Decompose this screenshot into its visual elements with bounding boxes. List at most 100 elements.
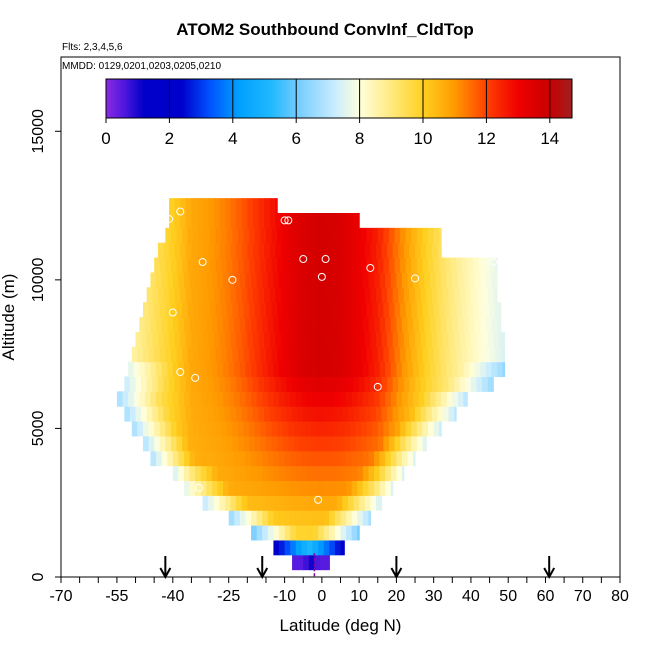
heatmap-cell [264, 242, 271, 259]
heatmap-cell [360, 435, 368, 452]
heatmap-cell [306, 361, 314, 378]
heatmap-cell [213, 198, 220, 214]
heatmap-cell [450, 257, 457, 274]
heatmap-cell [135, 376, 142, 392]
heatmap-cell [329, 539, 336, 556]
heatmap-cell [249, 257, 256, 274]
axes: -70 -55 -40 -25 -10 0 10 20 30 40 50 60 70 8005000100… [0, 56, 629, 635]
heatmap-cell [139, 391, 146, 407]
heatmap-cell [180, 213, 187, 229]
heatmap-cell [441, 317, 448, 333]
heatmap-cell [351, 480, 358, 496]
heatmap-cell [305, 421, 312, 437]
heatmap-cell [454, 376, 461, 392]
heatmap-cell [409, 406, 416, 422]
heatmap-cell [308, 495, 316, 511]
heatmap-cell [219, 198, 226, 214]
heatmap-cell [301, 465, 308, 482]
heatmap-cell [441, 361, 448, 378]
heatmap-cell [340, 450, 347, 467]
heatmap-cell [277, 346, 284, 363]
heatmap-cell [400, 302, 407, 318]
heatmap-cell [431, 376, 438, 392]
heatmap-cell [293, 435, 301, 452]
heatmap-cell [334, 525, 342, 541]
heatmap-cell [146, 287, 153, 303]
data-point [198, 258, 207, 267]
heatmap-cell [224, 406, 232, 422]
heatmap-cell [202, 287, 209, 303]
heatmap-cell [148, 421, 155, 437]
heatmap-cell [256, 510, 263, 526]
heatmap-cell [251, 391, 258, 407]
heatmap-cell [426, 287, 433, 303]
heatmap-cell [256, 465, 263, 482]
heatmap-cell [308, 242, 316, 259]
heatmap-cell [200, 391, 207, 407]
heatmap-cell [163, 287, 170, 303]
heatmap-cell [219, 287, 226, 303]
heatmap-cell [290, 272, 297, 288]
heatmap-cell [200, 317, 207, 333]
heatmap-cell [349, 435, 357, 452]
heatmap-cell [347, 242, 355, 259]
heatmap-cell [282, 421, 289, 437]
x-tick-label: 40 [462, 588, 480, 605]
heatmap-cell [221, 435, 228, 452]
heatmap-cell [301, 450, 308, 467]
heatmap-cell [234, 317, 241, 333]
heatmap-cell [165, 227, 172, 244]
heatmap-cell [301, 525, 308, 541]
heatmap-cell [312, 465, 319, 482]
heatmap-cell [379, 361, 386, 378]
data-point [105, 394, 114, 403]
heatmap-cell [146, 376, 153, 392]
heatmap-cell [183, 450, 191, 467]
heatmap-cell [187, 302, 194, 318]
heatmap-cell [349, 257, 357, 274]
heatmap-cell [252, 406, 260, 422]
heatmap-cell [180, 242, 187, 259]
heatmap-cell [169, 376, 176, 392]
heatmap-cell [405, 227, 412, 244]
heatmap-cell [279, 272, 286, 288]
heatmap-cell [163, 242, 170, 259]
heatmap-cell [183, 465, 191, 482]
heatmap-cell [437, 376, 444, 392]
heatmap-cell [210, 227, 217, 244]
heatmap-cell [157, 242, 165, 259]
heatmap-cell [156, 361, 163, 378]
heatmap-cell [334, 539, 342, 556]
heatmap-cell [359, 331, 366, 348]
heatmap-cell [353, 287, 360, 303]
heatmap-cell [228, 450, 235, 467]
heatmap-cell [249, 435, 256, 452]
heatmap-cell [161, 272, 168, 288]
heatmap-cell [301, 391, 308, 407]
heatmap-cell [290, 450, 297, 467]
heatmap-cell [159, 435, 166, 452]
heatmap-cell [217, 450, 224, 467]
heatmap-cell [269, 242, 276, 259]
heatmap-cell [374, 391, 381, 407]
heatmap-cell [236, 287, 243, 303]
data-point [165, 214, 174, 223]
heatmap-cell [279, 450, 286, 467]
heatmap-cell [377, 302, 384, 318]
heatmap-cell [308, 554, 316, 571]
heatmap-cell [128, 391, 135, 407]
heatmap-cell [269, 213, 276, 229]
heatmap-cell [351, 450, 358, 467]
heatmap-cell [297, 287, 304, 303]
heatmap-cell [124, 376, 131, 392]
heatmap-cell [170, 421, 178, 437]
heatmap-cell [377, 346, 384, 363]
heatmap-cell [204, 421, 211, 437]
heatmap-cell [340, 391, 347, 407]
heatmap-cell [388, 346, 396, 363]
heatmap-cell [368, 510, 371, 526]
heatmap-cell [129, 406, 137, 422]
heatmap-cell [329, 510, 336, 526]
heatmap-cell [206, 480, 213, 496]
heatmap-cell [191, 213, 198, 229]
